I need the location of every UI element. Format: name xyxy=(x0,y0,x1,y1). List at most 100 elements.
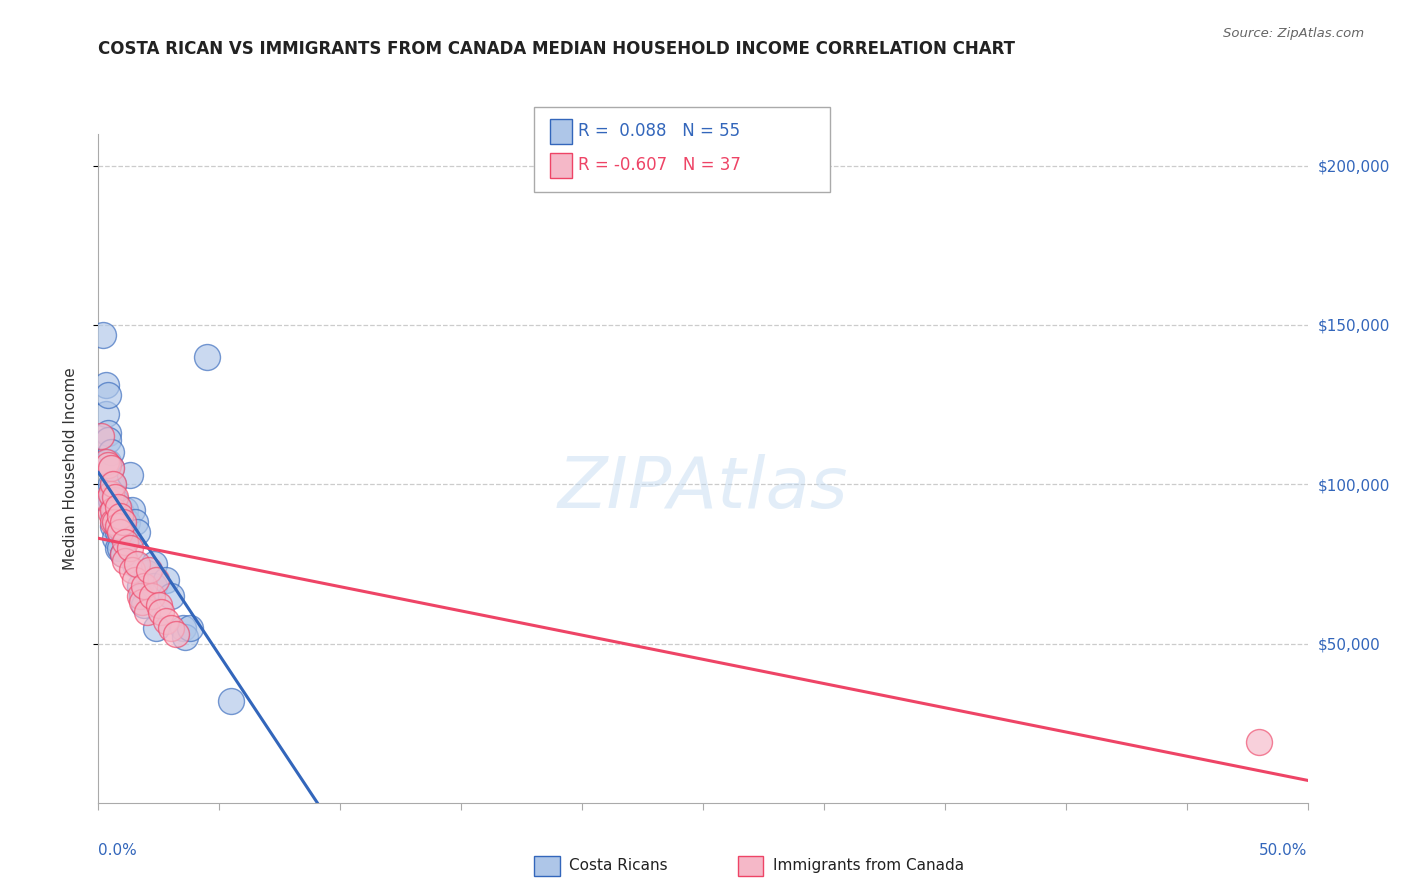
Point xyxy=(155,573,177,587)
Point xyxy=(124,516,146,530)
Point xyxy=(94,407,117,421)
Point xyxy=(135,605,157,619)
Point xyxy=(94,378,117,392)
Point xyxy=(107,524,129,539)
Point xyxy=(135,566,157,581)
Point xyxy=(101,477,124,491)
Point xyxy=(107,541,129,555)
Point xyxy=(114,554,136,568)
Point xyxy=(150,605,173,619)
Point xyxy=(107,500,129,514)
Point xyxy=(128,579,150,593)
Point xyxy=(114,534,136,549)
Point xyxy=(145,621,167,635)
Point xyxy=(94,455,117,469)
Point xyxy=(100,461,122,475)
Point xyxy=(111,547,134,561)
Point xyxy=(107,518,129,533)
Point xyxy=(104,493,127,508)
Point xyxy=(114,502,136,516)
Point xyxy=(160,621,183,635)
Point xyxy=(97,433,120,447)
Point xyxy=(155,614,177,628)
Point xyxy=(221,694,243,708)
Point xyxy=(108,516,131,530)
Point xyxy=(121,563,143,577)
Point xyxy=(101,502,124,516)
Point xyxy=(128,589,150,603)
Point xyxy=(160,589,183,603)
Point xyxy=(121,502,143,516)
Point xyxy=(97,458,120,472)
Point xyxy=(104,502,127,516)
Point xyxy=(179,621,201,635)
Point xyxy=(100,477,122,491)
Text: 0.0%: 0.0% xyxy=(98,843,138,858)
Point xyxy=(174,630,197,644)
Point xyxy=(104,490,127,504)
Text: ZIPAtlas: ZIPAtlas xyxy=(558,454,848,523)
Text: Source: ZipAtlas.com: Source: ZipAtlas.com xyxy=(1223,27,1364,40)
Point xyxy=(111,524,134,539)
Text: COSTA RICAN VS IMMIGRANTS FROM CANADA MEDIAN HOUSEHOLD INCOME CORRELATION CHART: COSTA RICAN VS IMMIGRANTS FROM CANADA ME… xyxy=(98,40,1015,58)
Point xyxy=(111,518,134,533)
Text: 50.0%: 50.0% xyxy=(1260,843,1308,858)
Point xyxy=(108,502,131,516)
Point xyxy=(108,509,131,524)
Point xyxy=(90,490,112,504)
Point xyxy=(134,579,156,593)
Point xyxy=(111,547,134,561)
Point xyxy=(107,500,129,514)
Point xyxy=(143,579,166,593)
Text: R =  0.088   N = 55: R = 0.088 N = 55 xyxy=(578,122,740,140)
Point xyxy=(101,477,124,491)
Point xyxy=(124,557,146,571)
Point xyxy=(143,557,166,571)
Text: Costa Ricans: Costa Ricans xyxy=(569,858,668,872)
Point xyxy=(100,487,122,501)
Point xyxy=(172,621,194,635)
Point xyxy=(117,532,139,546)
Point xyxy=(108,524,131,539)
Text: Immigrants from Canada: Immigrants from Canada xyxy=(773,858,965,872)
Point xyxy=(104,532,127,546)
Point xyxy=(101,516,124,530)
Point xyxy=(111,516,134,530)
Point xyxy=(100,506,122,520)
Point xyxy=(100,493,122,508)
Point xyxy=(195,350,218,364)
Point xyxy=(108,524,131,539)
Point xyxy=(127,524,149,539)
Point xyxy=(104,516,127,530)
Point xyxy=(91,327,114,342)
Point xyxy=(111,509,134,524)
Point xyxy=(100,461,122,475)
Point xyxy=(118,467,141,482)
Point xyxy=(114,524,136,539)
Point xyxy=(90,429,112,443)
Point xyxy=(131,589,153,603)
Point xyxy=(97,426,120,441)
Point xyxy=(145,573,167,587)
Point xyxy=(138,563,160,577)
Point xyxy=(97,455,120,469)
Point xyxy=(100,445,122,459)
Point xyxy=(97,388,120,402)
Point xyxy=(141,589,163,603)
Text: R = -0.607   N = 37: R = -0.607 N = 37 xyxy=(578,156,741,174)
Point xyxy=(134,599,156,613)
Point xyxy=(148,599,170,613)
Point xyxy=(107,509,129,524)
Point xyxy=(131,595,153,609)
Point xyxy=(127,557,149,571)
Point xyxy=(101,509,124,524)
Point xyxy=(108,541,131,555)
Point xyxy=(104,516,127,530)
Point xyxy=(118,541,141,555)
Point xyxy=(124,573,146,587)
Point xyxy=(1249,735,1271,749)
Point xyxy=(101,518,124,533)
Point xyxy=(97,493,120,508)
Point xyxy=(165,627,187,641)
Y-axis label: Median Household Income: Median Household Income xyxy=(63,367,77,570)
